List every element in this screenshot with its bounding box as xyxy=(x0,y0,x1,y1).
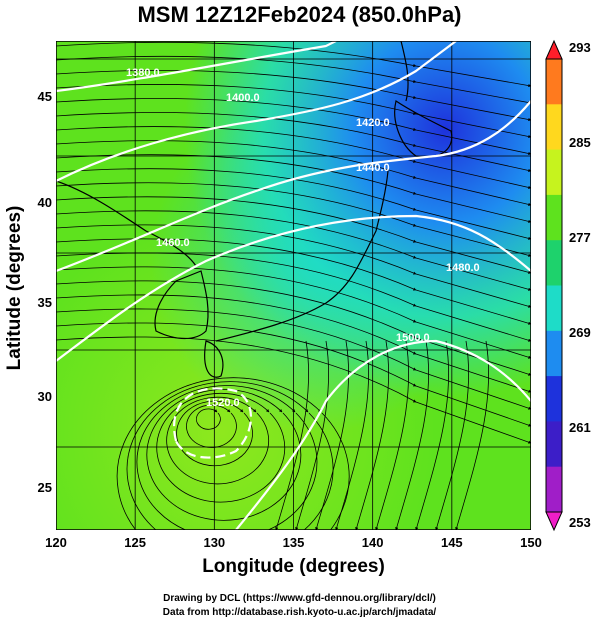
colorbar-segment xyxy=(546,421,562,468)
colorbar-tick-label: 293 xyxy=(569,40,591,55)
streamline xyxy=(56,112,531,172)
colorbar-segment xyxy=(546,466,562,513)
streamline xyxy=(275,340,309,530)
colorbar-bottom-triangle xyxy=(545,511,563,532)
contour-labels: 1380.0 1400.0 1420.0 1440.0 1460.0 1480.0 1500… xyxy=(126,67,480,409)
coastline-kyushu xyxy=(204,340,224,378)
x-tick-label: 135 xyxy=(282,535,305,550)
coastline-sakhalin xyxy=(400,41,409,102)
contour-label: 1400.0 xyxy=(226,92,260,104)
contour-line xyxy=(56,41,337,93)
contour-label: 1500.0 xyxy=(396,332,430,344)
colorbar-tick-label: 277 xyxy=(569,230,591,245)
y-tick-label: 30 xyxy=(37,389,52,404)
colorbar-tick-label: 285 xyxy=(569,135,591,150)
colorbar-top-triangle xyxy=(545,39,563,60)
streamline xyxy=(56,266,531,359)
streamline xyxy=(195,408,221,430)
streamline xyxy=(56,182,531,257)
contour-label: 1520.0 xyxy=(206,397,240,409)
contour-line xyxy=(173,387,252,459)
coastlines xyxy=(56,41,453,378)
streamline xyxy=(56,154,531,223)
colorbar xyxy=(545,39,563,532)
streamline xyxy=(116,377,350,530)
streamline xyxy=(176,400,253,467)
y-tick-label: 40 xyxy=(37,195,52,210)
streamline xyxy=(56,196,531,274)
x-tick-label: 140 xyxy=(361,535,384,550)
streamline xyxy=(156,392,286,503)
footer-credit-data: Data from http://database.rish.kyoto-u.a… xyxy=(162,607,437,618)
x-tick-label: 150 xyxy=(520,535,542,550)
streamline xyxy=(126,381,334,530)
streamline xyxy=(186,404,237,448)
contour-label: 1380.0 xyxy=(126,67,160,79)
colorbar-frame xyxy=(545,58,563,513)
x-tick-label: 120 xyxy=(45,535,67,550)
height-contours xyxy=(56,41,531,530)
y-tick-label: 45 xyxy=(37,89,52,104)
contour-line xyxy=(56,214,531,362)
streamline xyxy=(435,340,469,530)
streamline xyxy=(295,340,329,530)
streamline xyxy=(56,224,531,308)
contour-label: 1460.0 xyxy=(156,237,190,249)
y-tick-label: 25 xyxy=(37,480,52,495)
colorbar-segment xyxy=(546,330,562,377)
streamline xyxy=(315,340,349,530)
x-tick-label: 130 xyxy=(203,535,226,550)
x-tick-label: 125 xyxy=(124,535,146,550)
x-tick-label: 145 xyxy=(440,535,463,550)
streamline xyxy=(395,340,429,530)
colorbar-tick-label: 261 xyxy=(569,420,591,435)
streamline xyxy=(56,69,531,122)
chart-title: MSM 12Z12Feb2024 (850.0hPa) xyxy=(137,2,462,27)
footer-credit-dcl: Drawing by DCL (https://www.gfd-dennou.o… xyxy=(163,593,436,604)
colorbar-segment xyxy=(546,240,562,286)
contour-label: 1480.0 xyxy=(446,262,480,274)
lat-lon-grid xyxy=(56,41,531,530)
coastline-hokkaido xyxy=(394,100,453,158)
x-axis-label: Longitude (degrees) xyxy=(202,556,385,577)
colorbar-segment xyxy=(546,285,562,332)
contour-line xyxy=(235,339,531,530)
contour-label: 1440.0 xyxy=(356,162,390,174)
colorbar-segment xyxy=(546,194,562,241)
streamline xyxy=(375,340,409,530)
streamline xyxy=(166,396,270,485)
coastline-japan-honshu xyxy=(215,170,389,342)
colorbar-tick-label: 269 xyxy=(569,325,591,340)
streamline xyxy=(415,340,449,530)
streamline xyxy=(56,336,531,444)
colorbar-segment xyxy=(546,59,562,105)
contour-label: 1420.0 xyxy=(356,117,390,129)
streamline xyxy=(56,210,531,291)
contour-line xyxy=(56,100,531,273)
coastline-mainland xyxy=(56,180,197,267)
streamline xyxy=(56,280,531,376)
coastline-korea xyxy=(154,270,209,340)
streamline xyxy=(56,252,531,342)
streamline xyxy=(56,308,531,410)
colorbar-tick-label: 253 xyxy=(569,515,591,530)
streamline xyxy=(355,340,389,530)
colorbar-segment xyxy=(546,149,562,196)
streamline xyxy=(56,98,531,156)
y-axis-label: Latitude (degrees) xyxy=(4,205,25,371)
contour-line xyxy=(56,41,457,182)
y-tick-label: 35 xyxy=(37,295,52,310)
streamline xyxy=(136,385,318,530)
streamline xyxy=(56,294,531,393)
colorbar-segment xyxy=(546,376,562,422)
temperature-map: 1380.0 1400.0 1420.0 1440.0 1460.0 1480.0 1500… xyxy=(56,41,531,530)
streamline xyxy=(56,126,531,189)
streamline xyxy=(56,84,531,139)
streamline xyxy=(56,41,531,88)
colorbar-segment xyxy=(546,104,562,151)
streamline xyxy=(56,140,531,206)
